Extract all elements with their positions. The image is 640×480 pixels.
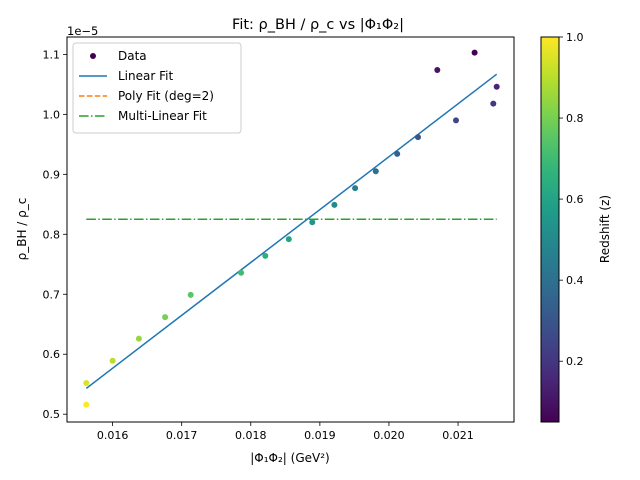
- plot-layer: [83, 49, 500, 408]
- data-point: [490, 100, 497, 107]
- colorbar-axis: 0.2 0.4 0.6 0.8 1.0: [559, 31, 584, 368]
- y-tick-label: 0.8: [43, 228, 61, 241]
- data-point: [415, 134, 421, 141]
- data-point: [262, 252, 269, 259]
- y-axis: 0.5 0.6 0.7 0.8 0.9 1.0 1.1: [43, 48, 67, 421]
- legend: Data Linear Fit Poly Fit (deg=2) Multi-Line…: [72, 42, 242, 134]
- x-tick-label: 0.021: [442, 429, 474, 442]
- data-point: [309, 219, 316, 226]
- y-tick-label: 0.7: [43, 288, 61, 301]
- colorbar-tick-label: 1.0: [566, 31, 584, 44]
- data-point: [453, 117, 459, 124]
- data-point: [434, 67, 441, 73]
- data-point: [352, 185, 359, 192]
- data-point: [285, 236, 292, 243]
- legend-label: Linear Fit: [118, 69, 173, 83]
- x-tick-label: 0.017: [166, 429, 198, 442]
- y-tick-label: 0.5: [43, 408, 61, 421]
- colorbar-tick-label: 0.8: [566, 112, 584, 125]
- y-offset-text: 1e−5: [67, 24, 98, 38]
- x-axis: 0.016 0.017 0.018 0.019 0.020 0.021: [97, 422, 474, 442]
- data-point: [83, 401, 90, 408]
- y-tick-label: 1.1: [43, 48, 61, 61]
- data-point: [331, 201, 338, 208]
- data-point: [394, 150, 401, 157]
- chart-title: Fit: ρ_BH / ρ_c vs |Φ₁Φ₂|: [232, 17, 404, 33]
- data-point: [493, 83, 500, 90]
- colorbar-tick-label: 0.2: [566, 355, 584, 368]
- legend-label: Multi-Linear Fit: [118, 109, 207, 123]
- legend-label: Data: [118, 49, 147, 63]
- data-point: [187, 291, 194, 298]
- linear-fit-line: [85, 73, 498, 389]
- x-tick-label: 0.018: [235, 429, 267, 442]
- y-tick-label: 0.9: [43, 168, 61, 181]
- data-point: [135, 335, 142, 342]
- y-tick-label: 0.6: [43, 348, 61, 361]
- legend-marker-data: [90, 53, 96, 59]
- y-axis-label: ρ_BH / ρ_c: [15, 198, 29, 261]
- plot-area: [66, 36, 515, 423]
- x-tick-label: 0.019: [304, 429, 336, 442]
- legend-box: [72, 42, 242, 134]
- x-axis-label: |Φ₁Φ₂| (GeV²): [250, 451, 329, 465]
- colorbar-tick-label: 0.4: [566, 274, 584, 287]
- legend-label: Poly Fit (deg=2): [118, 89, 214, 103]
- y-tick-label: 1.0: [43, 108, 61, 121]
- data-point: [109, 357, 116, 364]
- data-point: [162, 314, 169, 321]
- x-tick-label: 0.016: [97, 429, 129, 442]
- colorbar: [540, 36, 560, 423]
- x-tick-label: 0.020: [373, 429, 405, 442]
- colorbar-tick-label: 0.6: [566, 193, 584, 206]
- data-point: [83, 380, 90, 386]
- colorbar-label: Redshift (z): [598, 195, 612, 263]
- data-point: [471, 49, 478, 56]
- data-point: [238, 269, 245, 276]
- data-point: [372, 168, 379, 175]
